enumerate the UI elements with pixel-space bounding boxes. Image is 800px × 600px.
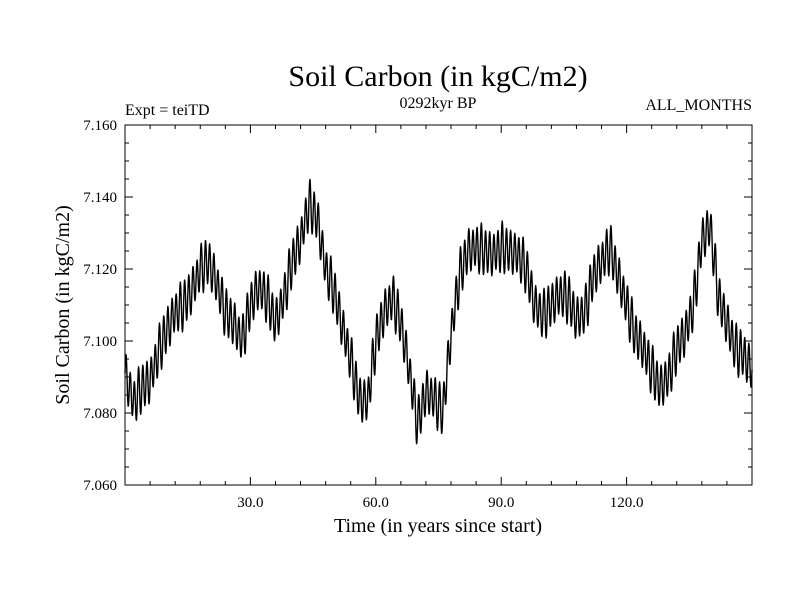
x-axis: 30.0 60.0 90.0 120.0 <box>124 125 753 511</box>
plot-area: 30.0 60.0 90.0 120.0 7.0607.0807.1007.1207.… <box>83 118 753 511</box>
x-tick-label: 30.0 <box>237 495 263 511</box>
x-axis-label: Time (in years since start) <box>334 515 542 537</box>
x-tick-label: 120.0 <box>610 495 644 511</box>
y-tick-label: 7.060 <box>83 478 117 494</box>
y-tick-label: 7.140 <box>83 190 117 206</box>
y-tick-label: 7.120 <box>83 262 117 278</box>
y-tick-label: 7.080 <box>83 406 117 422</box>
y-axis-label: Soil Carbon (in kgC/m2) <box>52 205 74 404</box>
chart-subtitle: 0292kyr BP <box>400 95 477 112</box>
y-tick-label: 7.100 <box>83 334 117 350</box>
series-line <box>124 178 753 445</box>
chart-title: Soil Carbon (in kgC/m2) <box>288 60 587 93</box>
x-tick-label: 90.0 <box>488 495 514 511</box>
data-layer <box>124 178 753 445</box>
experiment-label: Expt = teiTD <box>125 102 210 119</box>
y-tick-label: 7.160 <box>83 118 117 134</box>
y-axis: 7.060 7.080 7.100 7.120 7.140 7.160 <box>83 118 752 494</box>
x-tick-label: 60.0 <box>363 495 389 511</box>
months-label: ALL_MONTHS <box>645 97 752 114</box>
